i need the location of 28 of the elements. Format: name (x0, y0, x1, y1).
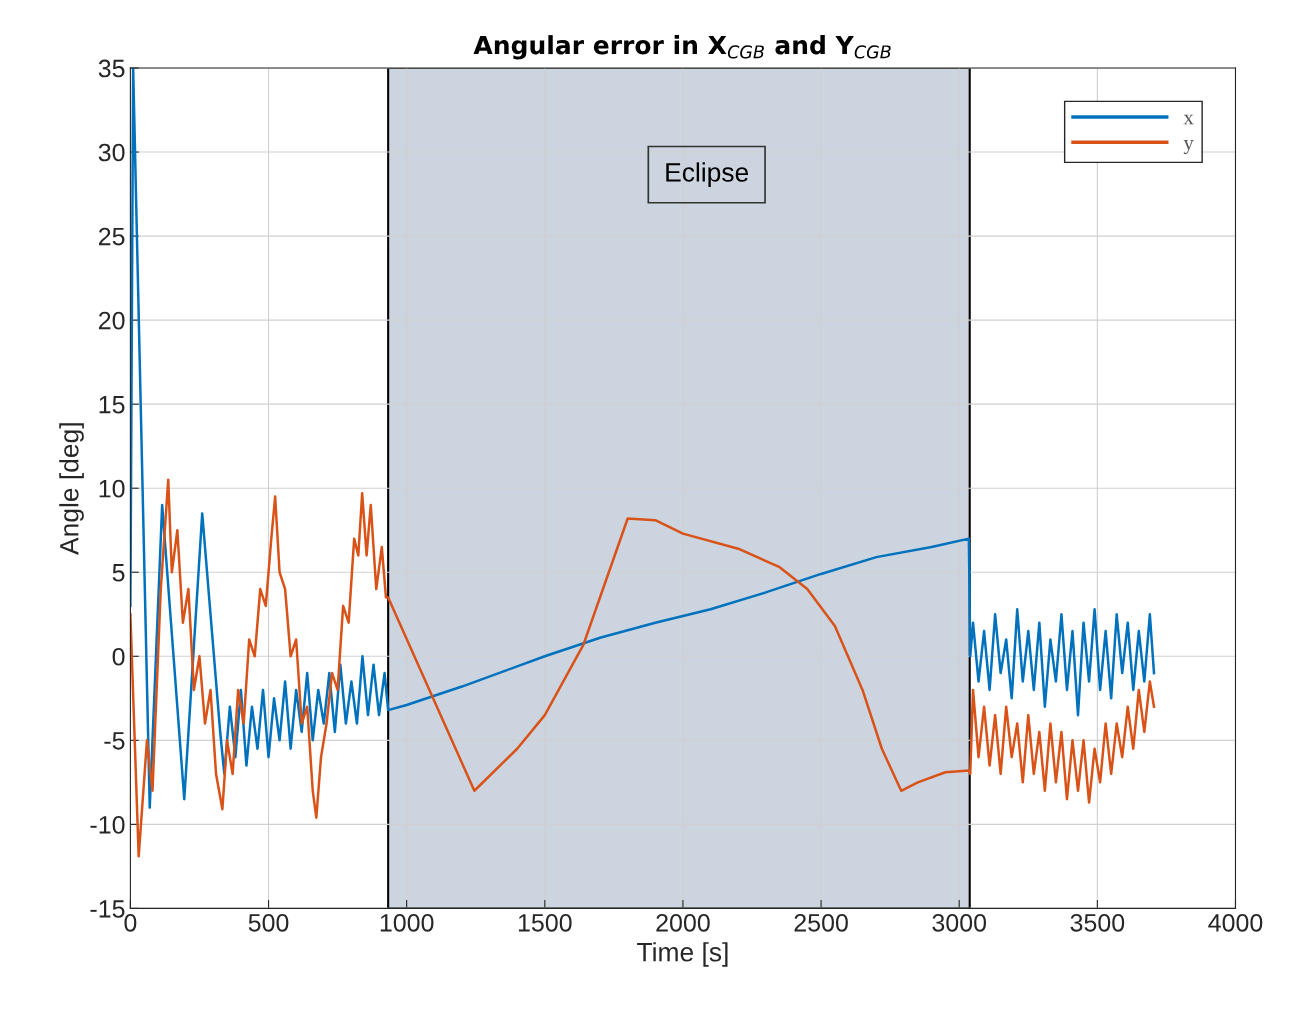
y-axis-title: Angle [deg] (59, 423, 84, 555)
x-tick-label: 1500 (518, 913, 572, 932)
y-tick-label: 20 (98, 311, 125, 330)
x-tick-label: 0 (124, 913, 137, 932)
chart-title: Angular error in X$_{CGB}$ and Y$_{CGB}$ (473, 35, 891, 60)
y-tick-label: -5 (104, 732, 125, 750)
legend-label: y (1183, 139, 1194, 155)
y-tick-label: 15 (99, 396, 125, 414)
x-tick-label: 1000 (380, 913, 434, 932)
legend-label: x (1183, 114, 1194, 125)
annotation: Eclipse (666, 162, 749, 187)
line-series (130, 68, 1156, 809)
y-tick-label: 35 (98, 59, 125, 78)
y-tick-label: 10 (99, 479, 125, 498)
y-tick-label: 25 (98, 227, 125, 246)
x-axis-title: Time [s] (637, 942, 728, 967)
y-tick-label: 5 (112, 564, 125, 582)
x-tick-label: 2500 (794, 913, 848, 932)
x-tick-label: 4000 (1208, 913, 1263, 932)
x-tick-label: 2000 (656, 913, 710, 932)
x-tick-label: 3000 (932, 913, 987, 932)
y-tick-label: 30 (98, 143, 125, 162)
y-tick-label: 0 (112, 647, 125, 666)
x-tick-label: 3500 (1070, 913, 1125, 932)
y-tick-label: -15 (90, 900, 125, 918)
x-tick-label: 500 (248, 913, 289, 932)
line-series (130, 478, 1156, 858)
y-tick-label: -10 (90, 815, 125, 834)
